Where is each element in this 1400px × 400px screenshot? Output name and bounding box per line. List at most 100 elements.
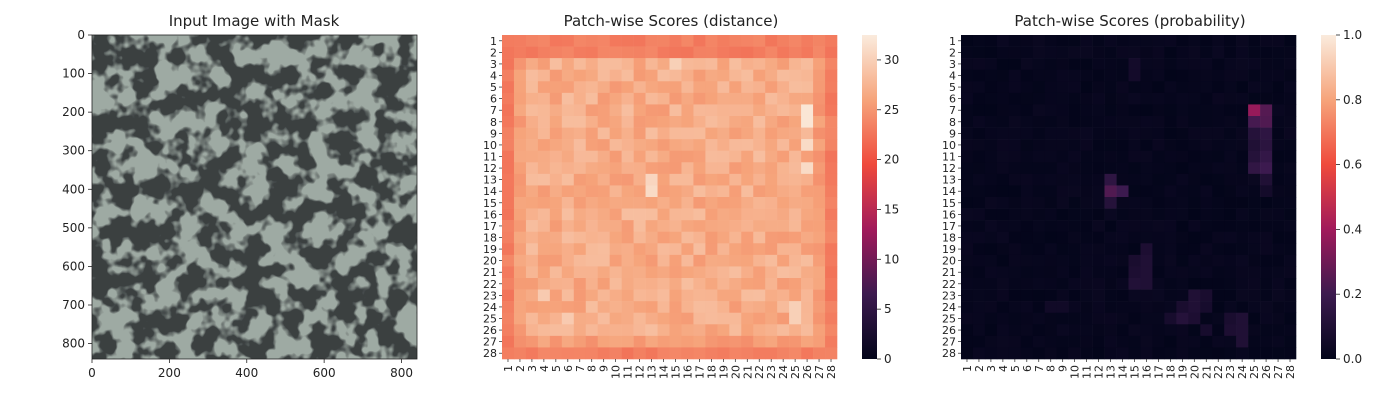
heatmap-cell: [657, 312, 670, 325]
col-label: 7: [1033, 365, 1046, 372]
col-label: 4: [538, 365, 551, 372]
heatmap-cell: [825, 243, 838, 256]
heatmap-cell: [585, 185, 599, 198]
heatmap-cell: [1092, 92, 1105, 105]
heatmap-cell: [1212, 162, 1225, 175]
heatmap-cell: [1236, 139, 1249, 152]
heatmap-cell: [633, 324, 646, 337]
heatmap-cell: [1032, 289, 1046, 302]
heatmap-cell: [1128, 116, 1141, 128]
heatmap-cell: [1200, 335, 1213, 348]
heatmap-cell: [502, 347, 515, 360]
heatmap-cell: [1104, 162, 1117, 175]
col-label: 18: [1164, 365, 1177, 379]
heatmap-cell: [1080, 173, 1093, 186]
heatmap-cell: [669, 347, 682, 360]
heatmap-cell: [984, 197, 998, 209]
heatmap-cell: [1056, 46, 1069, 59]
heatmap-cell: [753, 173, 766, 186]
heatmap-cell: [549, 278, 563, 290]
heatmap-cell: [657, 116, 670, 128]
heatmap-cell: [1104, 116, 1117, 128]
heatmap-cell: [537, 173, 551, 186]
heatmap-cell: [1236, 312, 1249, 325]
heatmap-cell: [717, 289, 730, 302]
heatmap-cell: [537, 185, 551, 198]
heatmap-cell: [1284, 347, 1297, 360]
heatmap-cell: [1116, 266, 1129, 279]
heatmap-cell: [681, 278, 694, 290]
heatmap-cell: [681, 197, 694, 209]
heatmap-cell: [1224, 231, 1237, 244]
heatmap-cell: [996, 185, 1010, 198]
heatmap-cell: [777, 197, 790, 209]
heatmap-cell: [525, 58, 539, 71]
heatmap-cell: [1068, 312, 1081, 325]
heatmap-cell: [1152, 278, 1165, 290]
heatmap-cell: [1140, 220, 1153, 233]
heatmap-cell: [1212, 243, 1225, 256]
heatmap-cell: [1176, 231, 1189, 244]
heatmap-cell: [789, 266, 802, 279]
heatmap-cell: [502, 312, 515, 325]
heatmap-cell: [1176, 46, 1189, 59]
heatmap-cell: [597, 69, 610, 82]
heatmap-cell: [1128, 335, 1141, 348]
heatmap-cell: [801, 35, 814, 47]
heatmap-cell: [1032, 139, 1046, 152]
colorbar-tick-label: 10: [884, 252, 899, 266]
heatmap-cell: [1212, 312, 1225, 325]
heatmap-cell: [645, 197, 658, 209]
heatmap-cell: [1260, 127, 1273, 140]
heatmap-cell: [1272, 231, 1285, 244]
heatmap-cell: [777, 162, 790, 175]
heatmap-cell: [717, 81, 730, 94]
heatmap-cell: [609, 173, 622, 186]
heatmap-cell: [705, 127, 718, 140]
heatmap-cell: [561, 278, 575, 290]
heatmap-cell: [609, 127, 622, 140]
heatmap-cell: [1020, 335, 1034, 348]
heatmap-cell: [765, 81, 778, 94]
heatmap-cell: [972, 254, 986, 267]
heatmap-cell: [1260, 116, 1273, 128]
heatmap-cell: [1128, 104, 1141, 117]
heatmap-cell: [621, 92, 634, 105]
heatmap-cell: [549, 243, 563, 256]
heatmap-cell: [693, 335, 706, 348]
heatmap-cell: [573, 220, 587, 233]
heatmap-cell: [669, 197, 682, 209]
heatmap-cell: [1092, 324, 1105, 337]
heatmap-cell: [1104, 324, 1117, 337]
heatmap-cell: [1248, 46, 1261, 59]
heatmap-cell: [1176, 243, 1189, 256]
heatmap-cell: [1284, 162, 1297, 175]
heatmap-cell: [1128, 266, 1141, 279]
heatmap-cell: [753, 208, 766, 221]
heatmap-cell: [1260, 243, 1273, 256]
heatmap-cell: [1152, 324, 1165, 337]
heatmap-cell: [1248, 139, 1261, 152]
heatmap-cell: [1188, 46, 1201, 59]
heatmap-cell: [537, 347, 551, 360]
heatmap-cell: [597, 173, 610, 186]
heatmap-cell: [1032, 254, 1046, 267]
heatmap-cell: [1032, 243, 1046, 256]
heatmap-cell: [693, 185, 706, 198]
heatmap-cell: [961, 324, 974, 337]
heatmap-cell: [1056, 347, 1069, 360]
heatmap-cell: [1128, 254, 1141, 267]
heatmap-cell: [1020, 266, 1034, 279]
heatmap-cell: [1236, 289, 1249, 302]
heatmap-cell: [1116, 35, 1129, 47]
heatmap-cell: [1104, 220, 1117, 233]
image-x-tick-label: 800: [390, 366, 413, 380]
heatmap-cell: [972, 139, 986, 152]
heatmap-cell: [693, 254, 706, 267]
heatmap-cell: [765, 301, 778, 314]
heatmap-cell: [729, 254, 742, 267]
heatmap-cell: [573, 289, 587, 302]
heatmap-cell: [1188, 324, 1201, 337]
heatmap-cell: [765, 335, 778, 348]
heatmap-cell: [984, 231, 998, 244]
